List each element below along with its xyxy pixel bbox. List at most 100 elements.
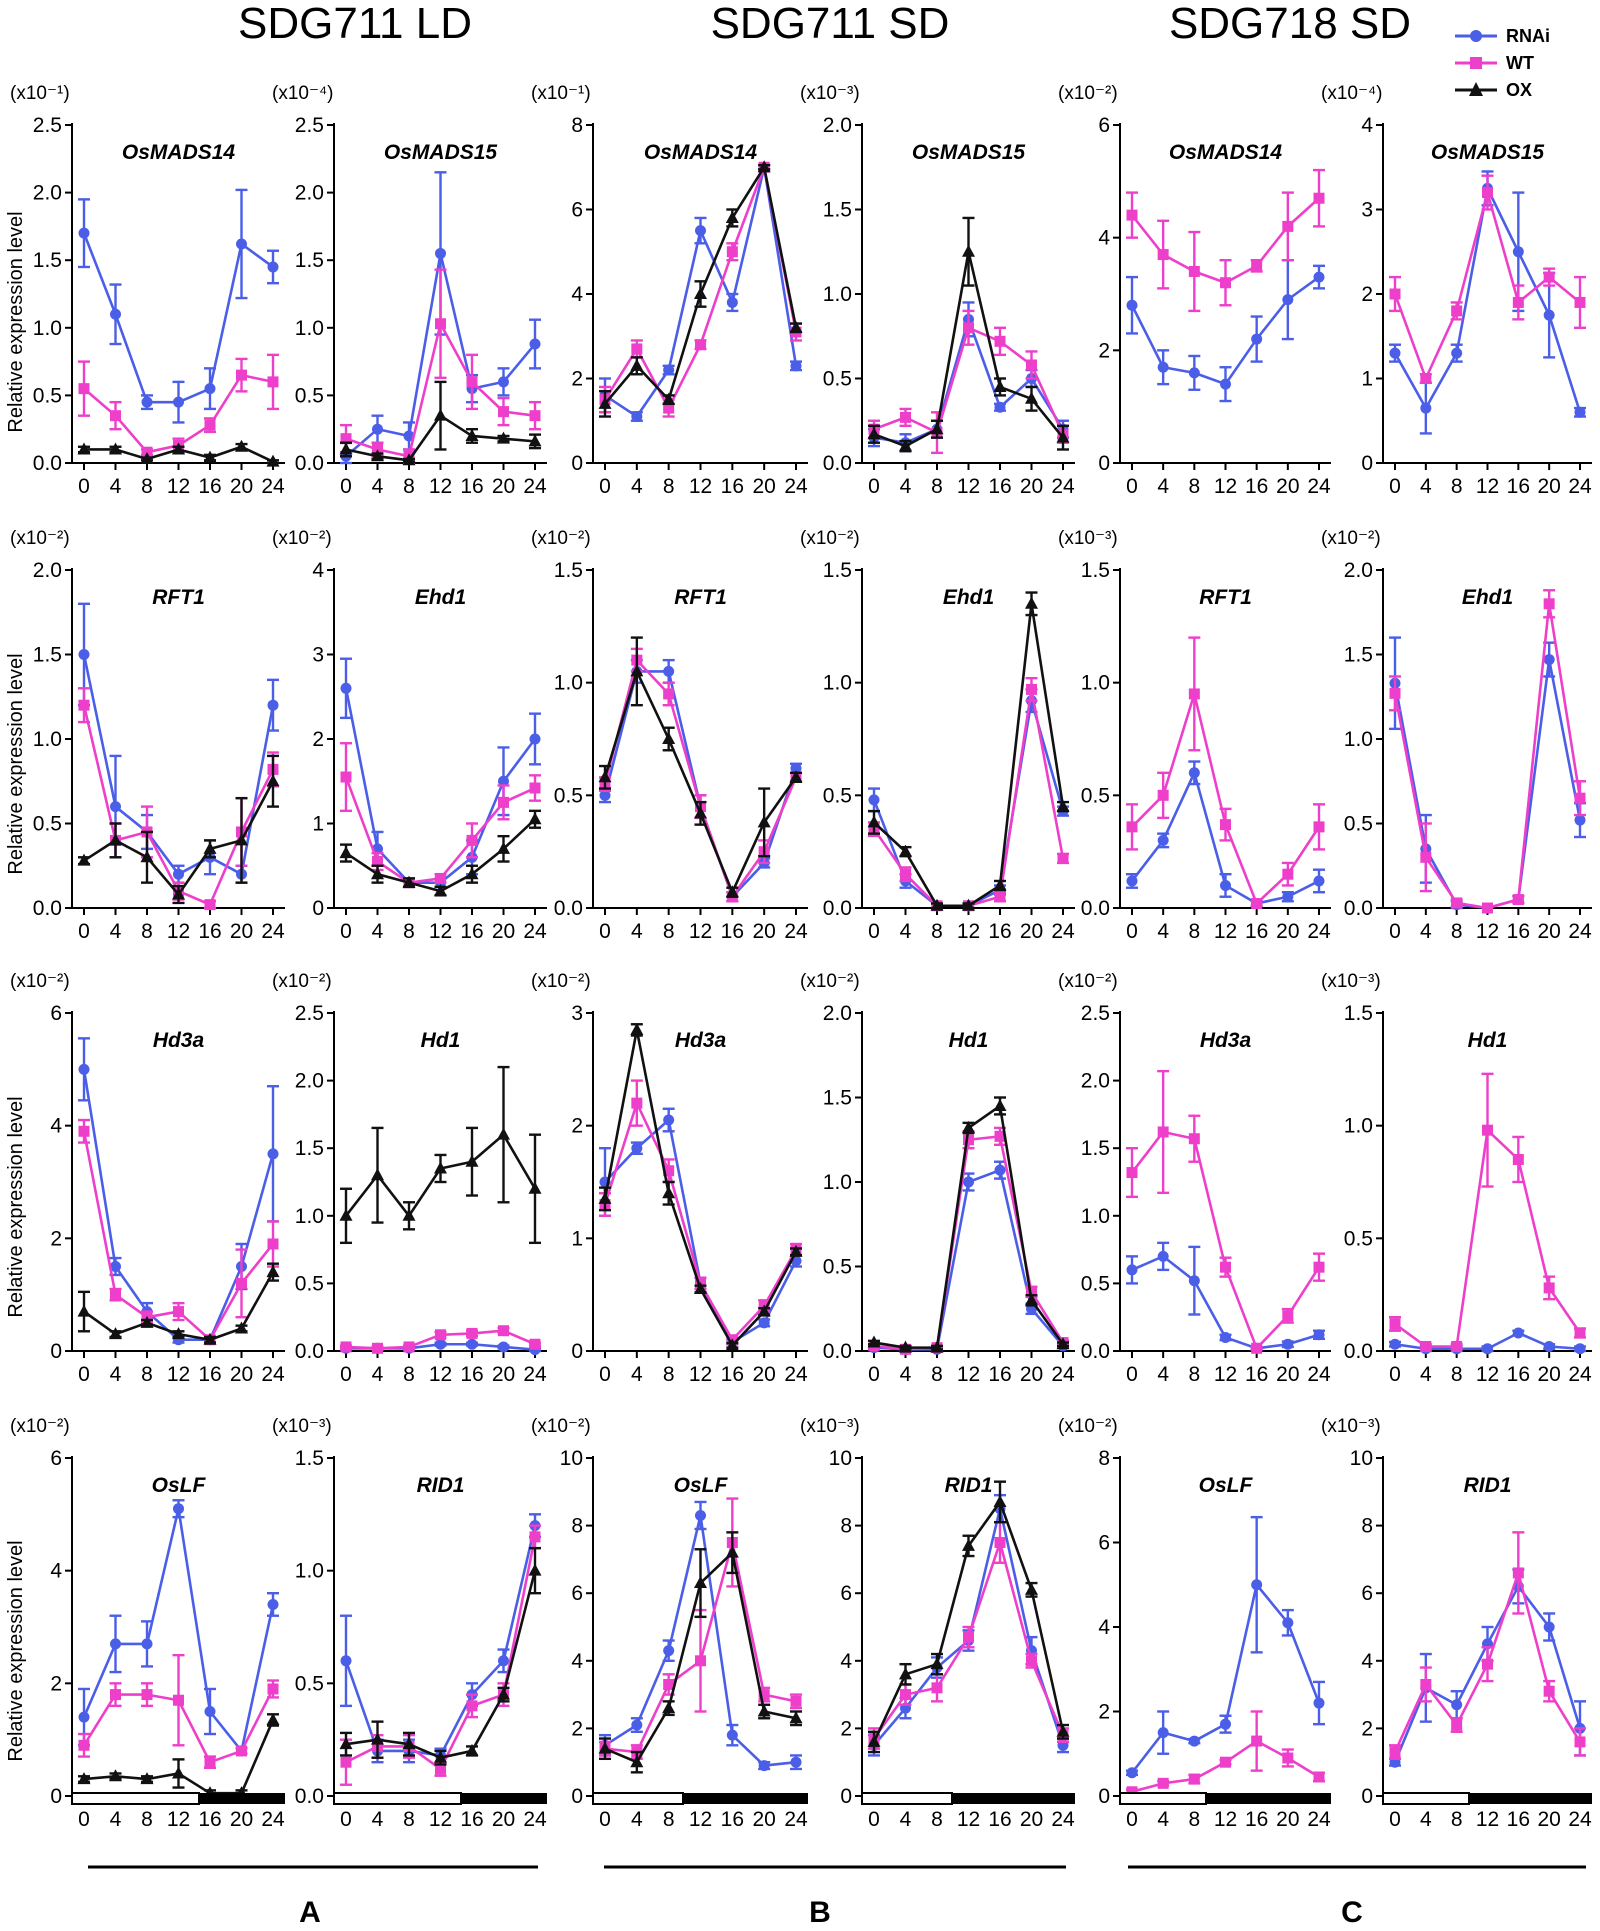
data-point-wt — [1543, 271, 1555, 283]
light-dark-bar-5 — [1119, 1792, 1331, 1805]
y-multiplier-label: (x10⁻²) — [1321, 528, 1381, 549]
x-tick-label: 24 — [784, 1363, 808, 1386]
data-point-ox — [789, 1711, 803, 1724]
data-point-ox — [465, 867, 479, 880]
light-dark-bar-3 — [592, 1792, 808, 1805]
series-ox — [598, 1531, 803, 1774]
gene-title-ehd1: Ehd1 — [943, 586, 994, 609]
series-rnai — [599, 1107, 802, 1348]
data-point-wt — [1026, 1655, 1037, 1667]
data-point-ox — [339, 1737, 353, 1750]
x-tick-label: 0 — [599, 475, 611, 498]
data-point-wt — [1157, 249, 1169, 261]
y-tick-label: 1 — [312, 813, 324, 836]
data-point-ox — [630, 1755, 644, 1768]
gene-title-hd3a: Hd3a — [153, 1029, 205, 1052]
data-point-wt — [1126, 821, 1138, 833]
data-point-wt — [1251, 897, 1263, 909]
data-point-rnai — [695, 1509, 706, 1521]
data-point-rnai — [631, 411, 643, 423]
data-point-wt — [963, 1631, 974, 1643]
x-tick-label: 4 — [110, 1363, 122, 1386]
series-rnai — [1389, 170, 1586, 435]
data-point-rnai — [498, 775, 509, 787]
legend-label-wt: WT — [1506, 53, 1534, 73]
x-tick-label: 8 — [141, 920, 153, 943]
x-tick-label: 0 — [868, 475, 880, 498]
data-point-rnai — [1220, 378, 1231, 390]
y-tick-label: 3 — [571, 1002, 583, 1025]
gene-title-ehd1: Ehd1 — [1462, 586, 1513, 609]
plot-17-hd3a: 0.0 0.5 1.0 1.5 2.0 2.5 0 4 8 12 16 20 24 (x10⁻²) Hd3a — [1058, 971, 1331, 1386]
series-wt — [868, 676, 1069, 912]
data-point-rnai — [1282, 1338, 1294, 1350]
data-point-wt — [1026, 1286, 1037, 1298]
data-point-rnai — [1389, 1338, 1401, 1350]
x-tick-label: 16 — [198, 1808, 221, 1831]
y-tick-label: 0.5 — [1081, 784, 1110, 807]
y-tick-label: 6 — [571, 199, 583, 222]
data-point-rnai — [1157, 834, 1169, 846]
plot-1-osmads14: 0.0 0.5 1.0 1.5 2.0 2.5 0 4 8 12 16 20 24 (x10⁻¹) OsMA… — [10, 83, 285, 498]
x-tick-label: 4 — [1157, 1808, 1169, 1831]
series-rnai — [1389, 636, 1586, 914]
data-point-rnai — [631, 1719, 643, 1731]
y-tick-label: 1.0 — [1081, 672, 1110, 695]
x-tick-label: 4 — [110, 475, 122, 498]
gene-title-oslf: OsLF — [152, 1474, 207, 1497]
x-tick-label: 8 — [403, 1808, 415, 1831]
data-point-ox — [434, 408, 447, 421]
x-tick-label: 4 — [110, 920, 122, 943]
data-point-ox — [630, 664, 644, 677]
x-tick-label: 20 — [1537, 920, 1560, 943]
data-point-wt — [1251, 1735, 1263, 1747]
x-tick-label: 20 — [492, 475, 515, 498]
data-point-wt — [267, 376, 279, 388]
plot-16-hd1: 0.0 0.5 1.0 1.5 2.0 0 4 8 12 16 20 24 (x10⁻²) Hd1 — [800, 971, 1075, 1386]
data-point-ox — [109, 1327, 122, 1340]
y-tick-label: 8 — [840, 1515, 852, 1538]
data-point-wt — [1389, 288, 1401, 300]
y-tick-label: 2.5 — [33, 114, 62, 137]
y-tick-label: 2 — [571, 1115, 583, 1138]
y-multiplier-label: (x10⁻³) — [800, 1416, 860, 1437]
series-wt — [340, 1325, 541, 1354]
data-point-wt — [1313, 1261, 1325, 1273]
x-tick-label: 20 — [1020, 920, 1043, 943]
data-point-rnai — [1543, 654, 1555, 666]
y-tick-label: 1.5 — [295, 1137, 324, 1160]
x-tick-label: 8 — [1451, 1363, 1463, 1386]
data-point-wt — [931, 1682, 943, 1694]
series-wt — [1389, 589, 1586, 914]
y-tick-label: 1.5 — [1344, 1002, 1373, 1025]
x-tick-label: 0 — [78, 1363, 90, 1386]
x-tick-label: 16 — [1245, 475, 1268, 498]
data-point-wt — [1157, 1126, 1169, 1138]
y-tick-label: 0.5 — [295, 1672, 324, 1695]
series-wt — [78, 1118, 279, 1346]
data-point-rnai — [173, 396, 184, 408]
data-point-wt — [1251, 260, 1263, 272]
gene-title-rid1: RID1 — [417, 1474, 465, 1497]
series-ox — [867, 591, 1070, 911]
y-tick-label: 4 — [50, 1115, 62, 1138]
data-point-rnai — [267, 699, 279, 711]
data-point-rnai — [663, 1645, 675, 1657]
x-tick-label: 4 — [372, 1808, 384, 1831]
data-point-ox — [725, 1545, 739, 1558]
series-wt — [599, 1079, 802, 1346]
series-ox — [339, 1546, 542, 1766]
data-point-ox — [694, 287, 707, 299]
y-tick-label: 2 — [50, 1672, 62, 1695]
series-wt — [1389, 1072, 1586, 1352]
data-point-wt — [663, 1165, 675, 1177]
data-point-wt — [1543, 1282, 1555, 1294]
data-point-wt — [663, 402, 675, 414]
series-line-rnai — [1130, 1583, 1321, 1774]
y-multiplier-label: (x10⁻²) — [800, 528, 860, 549]
x-tick-label: 8 — [663, 1363, 675, 1386]
data-point-wt — [1574, 296, 1586, 308]
y-tick-label: 10 — [829, 1447, 852, 1470]
data-point-rnai — [267, 1598, 279, 1610]
